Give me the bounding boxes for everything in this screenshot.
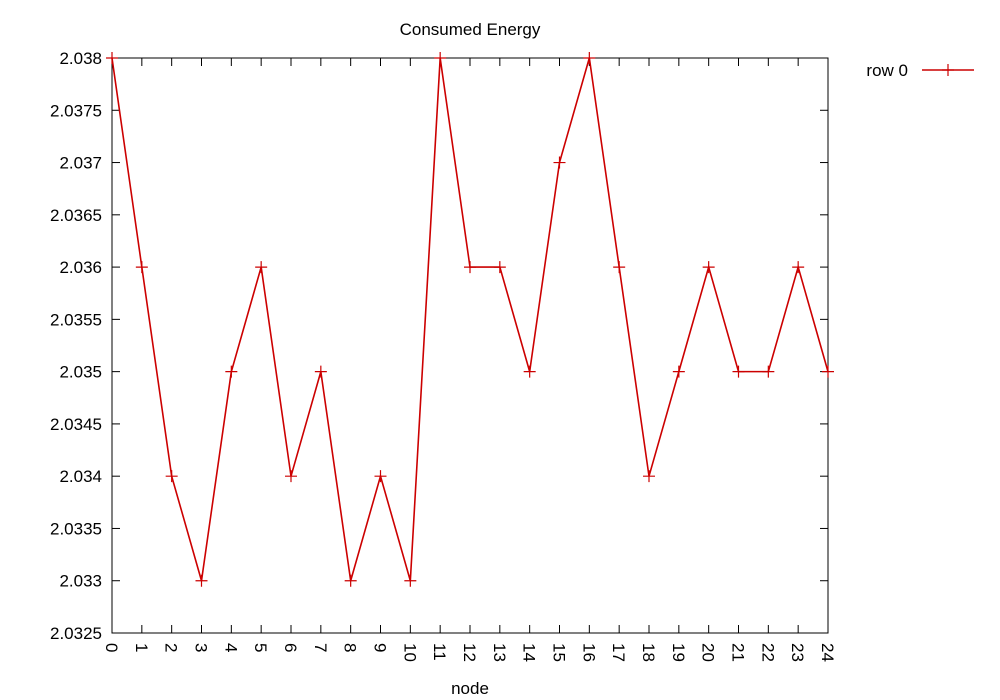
series-line [111, 57, 829, 581]
y-axis-ticks: 2.0325 2.033 2.0335 2.034 2.0345 2.035 2.0355 2… [50, 49, 828, 643]
x-axis-label: node [451, 679, 489, 698]
y-tick-label: 2.0355 [50, 310, 102, 329]
data-point-marker [195, 574, 208, 587]
x-tick-label: 4 [221, 643, 240, 652]
x-tick-label: 11 [430, 643, 449, 661]
y-tick-label: 2.035 [59, 363, 102, 382]
legend-marker [942, 64, 954, 76]
x-tick-label: 14 [520, 643, 539, 662]
x-tick-label: 5 [251, 643, 270, 652]
data-point-marker [344, 574, 357, 587]
y-tick-label: 2.0335 [50, 519, 102, 538]
x-tick-label: 24 [818, 643, 837, 662]
data-point-marker [762, 365, 775, 378]
x-tick-label: 13 [490, 643, 509, 662]
data-point-marker [583, 52, 596, 64]
data-point-marker [135, 261, 148, 274]
data-point-marker [404, 574, 417, 587]
x-tick-label: 3 [192, 643, 211, 652]
x-tick-label: 9 [371, 643, 390, 652]
x-tick-label: 10 [400, 643, 419, 662]
x-tick-label: 22 [758, 643, 777, 662]
data-point-marker [434, 52, 447, 64]
x-tick-label: 6 [281, 643, 300, 652]
x-tick-label: 18 [639, 643, 658, 662]
y-tick-label: 2.033 [59, 572, 102, 591]
y-tick-label: 2.0325 [50, 624, 102, 643]
x-tick-label: 15 [550, 643, 569, 662]
x-tick-label: 7 [311, 643, 330, 652]
plot-frame [111, 57, 829, 634]
x-axis-ticks: 0 1 2 3 4 5 6 7 8 9 10 11 12 13 14 15 16 17 18 19 20 21 22 23 24 [102, 58, 837, 662]
x-tick-label: 19 [669, 643, 688, 662]
y-tick-label: 2.036 [59, 258, 102, 277]
series-layer [106, 52, 834, 587]
y-tick-label: 2.0365 [50, 206, 102, 225]
data-point-marker [374, 470, 387, 483]
x-tick-label: 20 [699, 643, 718, 662]
y-tick-label: 2.034 [59, 467, 102, 486]
chart-title: Consumed Energy [400, 20, 541, 39]
x-tick-label: 1 [132, 643, 151, 652]
data-point-marker [285, 470, 297, 483]
data-point-marker [523, 365, 536, 378]
y-tick-label: 2.037 [59, 154, 102, 173]
x-tick-label: 21 [729, 643, 748, 662]
data-point-marker [314, 365, 327, 378]
x-tick-label: 12 [460, 643, 479, 662]
data-point-marker [493, 261, 506, 274]
data-point-marker [464, 261, 476, 274]
data-point-marker [106, 52, 118, 64]
data-point-marker [165, 470, 178, 483]
data-point-marker [702, 261, 715, 274]
data-point-marker [672, 365, 685, 378]
data-point-marker [613, 261, 626, 274]
x-tick-label: 17 [609, 643, 628, 662]
data-point-marker [732, 365, 745, 378]
x-tick-label: 2 [162, 643, 181, 652]
x-tick-label: 16 [579, 643, 598, 662]
y-tick-label: 2.0375 [50, 101, 102, 120]
legend-label: row 0 [866, 61, 908, 80]
legend: row 0 [866, 61, 974, 80]
data-point-marker [822, 365, 834, 378]
data-point-marker [255, 261, 268, 274]
y-tick-label: 2.038 [59, 49, 102, 68]
y-tick-label: 2.0345 [50, 415, 102, 434]
x-tick-label: 0 [102, 643, 121, 652]
data-point-marker [643, 470, 655, 483]
data-point-marker [225, 365, 238, 378]
data-point-marker [792, 261, 805, 274]
x-tick-label: 8 [341, 643, 360, 652]
data-point-marker [553, 156, 566, 169]
x-tick-label: 23 [788, 643, 807, 662]
